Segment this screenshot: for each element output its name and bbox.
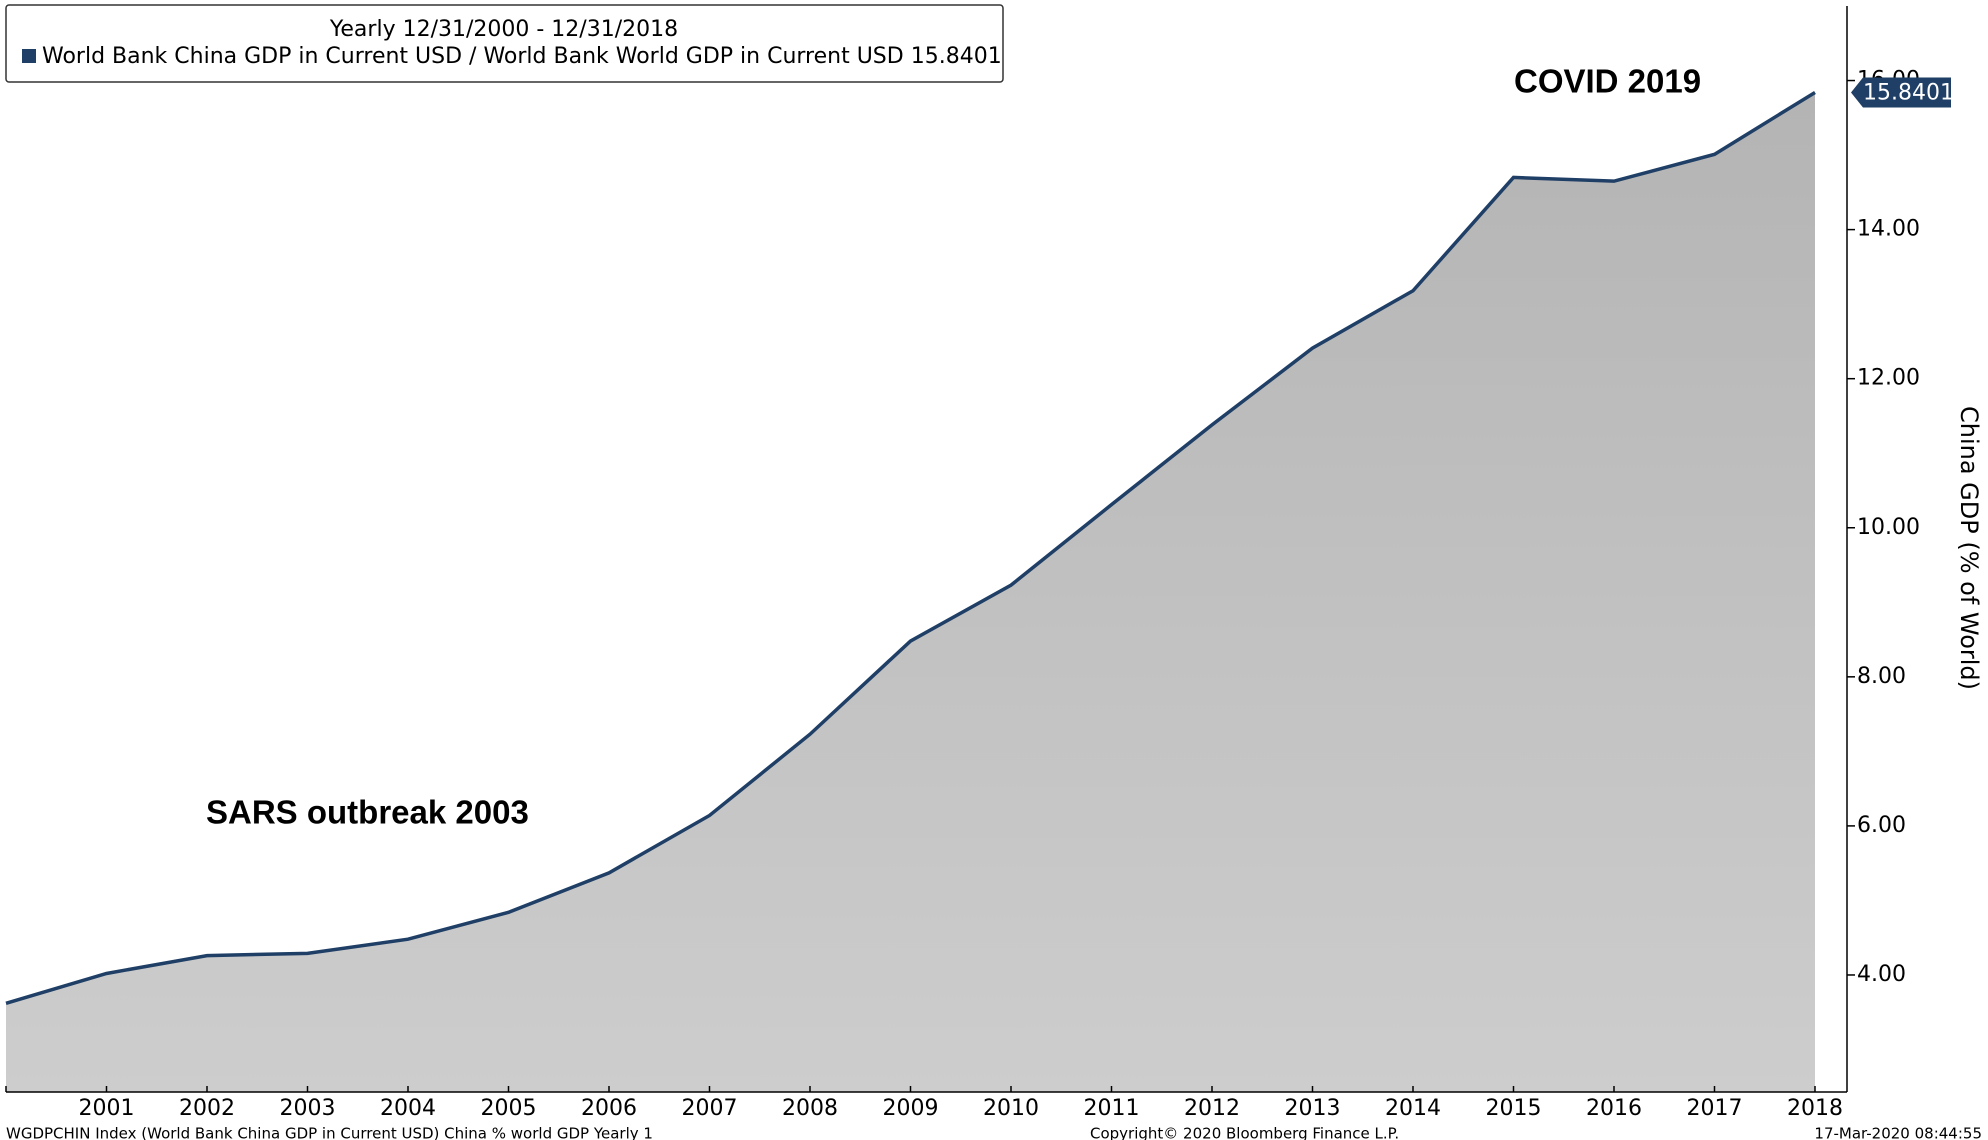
x-tick-label: 2015 bbox=[1486, 1096, 1542, 1121]
annotation: SARS outbreak 2003 bbox=[206, 794, 529, 831]
legend-swatch bbox=[22, 49, 36, 63]
last-value-tag bbox=[1851, 77, 1951, 108]
last-value-label: 15.8401 bbox=[1863, 80, 1954, 105]
y-tick-label: 12.00 bbox=[1857, 366, 1920, 391]
footer-left: WGDPCHIN Index (World Bank China GDP in … bbox=[6, 1125, 653, 1140]
x-tick-label: 2010 bbox=[983, 1096, 1039, 1121]
footer-center: Copyright© 2020 Bloomberg Finance L.P. bbox=[1090, 1125, 1399, 1140]
legend-entry: World Bank China GDP in Current USD / Wo… bbox=[42, 44, 1002, 69]
annotation: COVID 2019 bbox=[1514, 63, 1701, 100]
x-tick-label: 2012 bbox=[1184, 1096, 1240, 1121]
x-tick-label: 2016 bbox=[1586, 1096, 1642, 1121]
legend-value: 15.8401 bbox=[911, 44, 1002, 69]
y-tick-label: 14.00 bbox=[1857, 217, 1920, 242]
x-tick-label: 2017 bbox=[1687, 1096, 1743, 1121]
line bbox=[5, 90, 1816, 1005]
y-tick-label: 10.00 bbox=[1857, 515, 1920, 540]
footer-right: 17-Mar-2020 08:44:55 bbox=[1814, 1125, 1982, 1140]
y-tick-label: 4.00 bbox=[1857, 962, 1906, 987]
x-tick-label: 2008 bbox=[782, 1096, 838, 1121]
area bbox=[6, 92, 1815, 1092]
x-tick-label: 2007 bbox=[682, 1096, 738, 1121]
plot bbox=[5, 90, 1816, 1092]
x-tick-label: 2003 bbox=[280, 1096, 336, 1121]
y-tick-label: 8.00 bbox=[1857, 664, 1906, 689]
legend-name: World Bank China GDP in Current USD / Wo… bbox=[42, 44, 904, 69]
x-tick-label: 2006 bbox=[581, 1096, 637, 1121]
x-tick-label: 2002 bbox=[179, 1096, 235, 1121]
x-tick-label: 2009 bbox=[883, 1096, 939, 1121]
legend-box bbox=[5, 4, 1004, 83]
x-tick-label: 2013 bbox=[1285, 1096, 1341, 1121]
x-tick-label: 2005 bbox=[481, 1096, 537, 1121]
x-tick-label: 2011 bbox=[1084, 1096, 1140, 1121]
legend-header: Yearly 12/31/2000 - 12/31/2018 bbox=[329, 17, 678, 42]
x-tick-label: 2014 bbox=[1385, 1096, 1441, 1121]
x-tick-label: 2001 bbox=[79, 1096, 135, 1121]
y-axis-label: China GDP (% of World) bbox=[1955, 406, 1983, 690]
x-tick-label: 2018 bbox=[1787, 1096, 1843, 1121]
y-tick-label: 6.00 bbox=[1857, 813, 1906, 838]
x-tick-label: 2004 bbox=[380, 1096, 436, 1121]
